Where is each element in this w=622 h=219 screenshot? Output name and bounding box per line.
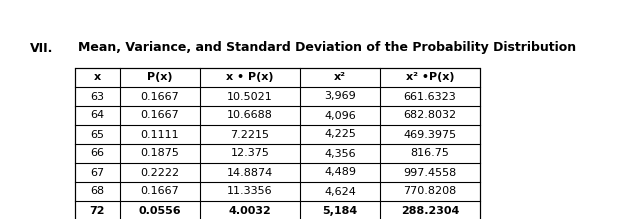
Text: 0.1667: 0.1667 (141, 187, 179, 196)
Text: 0.1667: 0.1667 (141, 111, 179, 120)
Text: 68: 68 (90, 187, 104, 196)
Text: 12.375: 12.375 (231, 148, 269, 159)
Text: 65: 65 (90, 129, 104, 140)
Text: 66: 66 (90, 148, 104, 159)
Text: 64: 64 (90, 111, 104, 120)
Text: 4,096: 4,096 (324, 111, 356, 120)
Text: 5,184: 5,184 (322, 205, 358, 215)
Text: 288.2304: 288.2304 (401, 205, 459, 215)
Text: x • P(x): x • P(x) (226, 72, 274, 83)
Text: 770.8208: 770.8208 (404, 187, 457, 196)
Text: 4,489: 4,489 (324, 168, 356, 178)
Text: 3,969: 3,969 (324, 92, 356, 101)
Text: 0.1111: 0.1111 (141, 129, 179, 140)
Text: 67: 67 (90, 168, 104, 178)
Text: x² •P(x): x² •P(x) (406, 72, 454, 83)
Text: 10.5021: 10.5021 (227, 92, 273, 101)
Bar (75, 68, 480, 219)
Text: 4,356: 4,356 (324, 148, 356, 159)
Text: 14.8874: 14.8874 (227, 168, 273, 178)
Text: 10.6688: 10.6688 (227, 111, 273, 120)
Text: 0.2222: 0.2222 (141, 168, 180, 178)
Text: 7.2215: 7.2215 (231, 129, 269, 140)
Text: 63: 63 (90, 92, 104, 101)
Text: 4.0032: 4.0032 (229, 205, 271, 215)
Text: 682.8032: 682.8032 (404, 111, 457, 120)
Text: P(x): P(x) (147, 72, 173, 83)
Text: 816.75: 816.75 (411, 148, 450, 159)
Text: x: x (94, 72, 101, 83)
Text: 0.1875: 0.1875 (141, 148, 179, 159)
Text: 661.6323: 661.6323 (404, 92, 457, 101)
Text: 469.3975: 469.3975 (404, 129, 457, 140)
Text: 11.3356: 11.3356 (227, 187, 273, 196)
Text: 0.0556: 0.0556 (139, 205, 181, 215)
Text: 0.1667: 0.1667 (141, 92, 179, 101)
Text: 4,225: 4,225 (324, 129, 356, 140)
Text: Mean, Variance, and Standard Deviation of the Probability Distribution: Mean, Variance, and Standard Deviation o… (78, 41, 576, 55)
Text: 997.4558: 997.4558 (404, 168, 457, 178)
Text: 72: 72 (90, 205, 105, 215)
Text: 4,624: 4,624 (324, 187, 356, 196)
Text: x²: x² (334, 72, 346, 83)
Text: VII.: VII. (30, 41, 53, 55)
